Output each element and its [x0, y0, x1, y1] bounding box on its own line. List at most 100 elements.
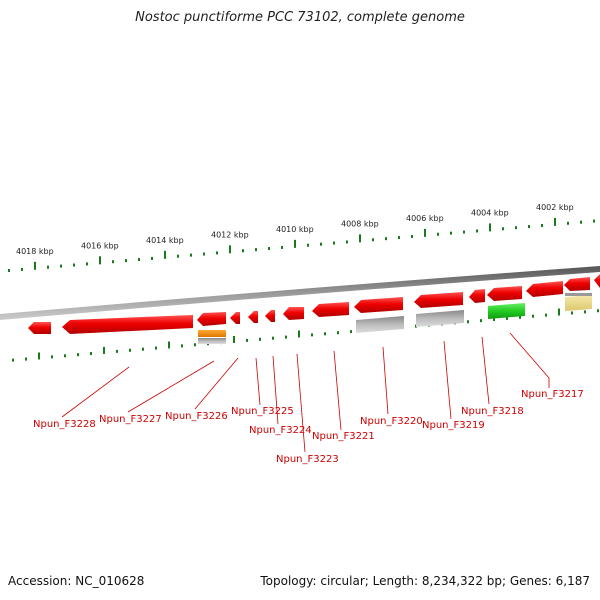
tick-mark [476, 229, 478, 233]
gene-arrow-right-edge-a[interactable] [564, 277, 590, 291]
gene-arrow-npun-f3221a[interactable] [283, 307, 304, 320]
feature-gray-f3220[interactable] [356, 316, 404, 333]
tick-mark [38, 352, 40, 360]
tick-mark [567, 221, 569, 225]
tick-mark [515, 226, 517, 230]
tick-mark [177, 254, 179, 258]
gene-arrow-npun-f3228[interactable] [28, 322, 51, 334]
feature-green-f3218[interactable] [488, 303, 525, 319]
gene-arrow-npun-f3220[interactable] [354, 297, 403, 313]
tick-mark [229, 245, 231, 254]
tick-mark [142, 347, 144, 351]
gene-label[interactable]: Npun_F3219 [422, 420, 485, 431]
tick-mark [190, 253, 192, 257]
tick-mark [255, 248, 257, 252]
tick-mark [593, 219, 595, 223]
gene-label[interactable]: Npun_F3225 [231, 406, 294, 417]
tick-mark [398, 236, 400, 240]
gene-label[interactable]: Npun_F3221 [312, 431, 375, 442]
gene-arrow-npun-f3227[interactable] [62, 315, 193, 334]
gene-arrow-right-edge-b[interactable] [594, 274, 600, 288]
feature-orange[interactable] [198, 330, 226, 337]
kbp-label: 4008 kbp [341, 219, 379, 228]
genome-backbone [0, 266, 600, 320]
tick-mark [502, 227, 504, 231]
tick-mark [103, 346, 105, 354]
tick-mark [480, 319, 482, 323]
gene-arrow-npun-f3224[interactable] [248, 311, 258, 323]
tick-mark [25, 357, 27, 361]
tick-mark [545, 313, 547, 317]
tick-mark [311, 333, 313, 337]
gene-label[interactable]: Npun_F3220 [360, 416, 423, 427]
tick-mark [272, 336, 274, 340]
gene-arrow-npun-f3217[interactable] [526, 281, 563, 297]
kbp-label: 4010 kbp [276, 225, 314, 234]
tick-mark [528, 225, 530, 229]
gene-arrow-npun-f3221[interactable] [312, 302, 349, 317]
kbp-label: 4018 kbp [16, 247, 54, 256]
feature-track [198, 293, 592, 344]
tick-mark [125, 259, 127, 263]
kbp-label: 4006 kbp [406, 214, 444, 223]
tick-mark [571, 311, 573, 315]
gene-arrow-npun-f3219[interactable] [414, 292, 463, 308]
tick-mark [385, 237, 387, 241]
tick-mark [151, 256, 153, 260]
tick-mark [155, 346, 157, 350]
tick-mark [337, 331, 339, 335]
map-title: Nostoc punctiforme PCC 73102, complete g… [135, 10, 465, 25]
upper-tick-scale [8, 217, 595, 272]
tick-mark [64, 354, 66, 358]
gene-arrow-npun-f3218[interactable] [487, 286, 522, 301]
tick-mark [424, 228, 426, 237]
tick-mark [580, 220, 582, 224]
tick-mark [541, 223, 543, 227]
gene-arrow-npun-f3225[interactable] [230, 312, 240, 324]
tick-mark [90, 352, 92, 356]
tick-mark [60, 264, 62, 268]
tick-mark [519, 315, 521, 319]
feature-yellow[interactable] [565, 295, 592, 311]
genome-summary-text: Topology: circular; Length: 8,234,322 bp… [260, 574, 590, 588]
gene-label[interactable]: Npun_F3227 [99, 414, 162, 425]
tick-mark [73, 263, 75, 267]
feature-gray-thin[interactable] [565, 293, 592, 296]
gene-label[interactable]: Npun_F3224 [249, 425, 312, 436]
tick-mark [112, 260, 114, 264]
tick-mark [168, 341, 170, 349]
gene-arrow-npun-f3226[interactable] [197, 312, 226, 326]
kbp-label: 4014 kbp [146, 236, 184, 245]
gene-arrow-npun-f3218a[interactable] [469, 289, 485, 303]
tick-mark [21, 267, 23, 271]
tick-mark [242, 249, 244, 253]
tick-mark [281, 245, 283, 249]
tick-mark [584, 310, 586, 314]
feature-gray-f3219[interactable] [416, 310, 464, 327]
tick-mark [164, 250, 166, 259]
tick-mark [554, 217, 556, 226]
gene-arrow-npun-f3223[interactable] [265, 310, 275, 322]
gene-track [28, 274, 600, 334]
gene-label[interactable]: Npun_F3218 [461, 406, 524, 417]
gene-label[interactable]: Npun_F3223 [276, 454, 339, 465]
tick-mark [324, 332, 326, 336]
tick-mark [450, 231, 452, 235]
tick-mark [116, 349, 118, 353]
tick-mark [129, 348, 131, 352]
tick-mark [51, 355, 53, 359]
gene-label[interactable]: Npun_F3217 [521, 389, 584, 400]
tick-mark [532, 314, 534, 318]
gene-label[interactable]: Npun_F3226 [165, 411, 228, 422]
gene-label-group: Npun_F3228 Npun_F3227 Npun_F3226 Npun_F3… [33, 332, 584, 465]
tick-mark [411, 234, 413, 238]
tick-mark [34, 261, 36, 270]
tick-mark [359, 234, 361, 243]
tick-mark [437, 232, 439, 236]
kbp-label: 4012 kbp [211, 230, 249, 239]
gene-label[interactable]: Npun_F3228 [33, 419, 96, 430]
feature-gray-small[interactable] [198, 338, 226, 344]
tick-mark [346, 240, 348, 244]
tick-mark [463, 230, 465, 234]
tick-mark [597, 309, 599, 313]
